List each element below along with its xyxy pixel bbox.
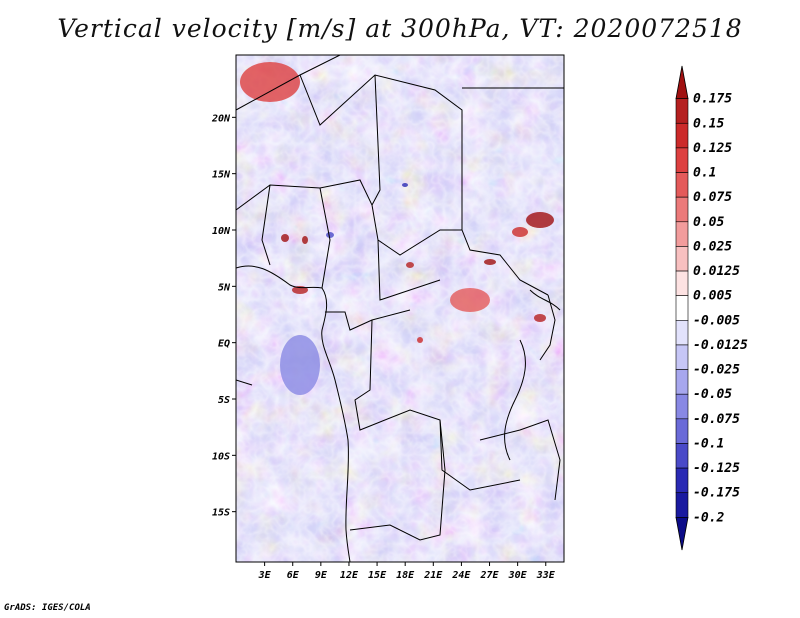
- y-tick-label: 20N: [211, 113, 231, 124]
- colorbar-swatch: [675, 122, 689, 149]
- colorbar-label: 0.0125: [693, 264, 740, 279]
- y-tick-label: 15N: [212, 170, 231, 181]
- colorbar-swatch: [675, 320, 689, 346]
- field-cell: [484, 259, 496, 265]
- colorbar-label: -0.1: [693, 436, 724, 451]
- x-tick-label: 30E: [508, 570, 528, 581]
- colorbar-label: -0.2: [693, 510, 724, 525]
- colorbar-label: 0.075: [693, 190, 732, 205]
- field-cell: [240, 62, 300, 102]
- colorbar-swatch: [675, 147, 689, 173]
- chart-title: Vertical velocity [m/s] at 300hPa, VT: 2…: [57, 14, 743, 43]
- colorbar-label: -0.05: [693, 387, 732, 402]
- field-cell: [326, 232, 334, 238]
- colorbar-label: 0.125: [693, 141, 732, 156]
- field-cell: [280, 335, 320, 395]
- y-tick-label: 10N: [212, 226, 231, 237]
- colorbar-label: -0.025: [693, 363, 740, 378]
- colorbar-swatch: [675, 467, 689, 494]
- colorbar-label: -0.0125: [693, 338, 748, 353]
- x-tick-label: 27E: [479, 570, 499, 581]
- colorbar-swatch: [675, 270, 689, 296]
- colorbar-label: 0.1: [693, 166, 716, 181]
- colorbar-swatch: [675, 98, 689, 124]
- field-cell: [281, 234, 289, 242]
- x-tick-label: 24E: [451, 570, 471, 581]
- field-cell: [512, 227, 528, 237]
- colorbar-swatch: [675, 418, 689, 444]
- colorbar-swatch: [675, 221, 689, 247]
- colorbar-swatch: [675, 516, 689, 551]
- field-cell: [534, 314, 546, 322]
- colorbar-swatch: [675, 196, 689, 223]
- field-cell: [402, 183, 408, 187]
- field-cell: [302, 236, 308, 244]
- colorbar-label: 0.005: [693, 289, 732, 304]
- colorbar-label: -0.125: [693, 461, 740, 476]
- x-axis: 3E 6E 9E 12E 15E 18E 21E 24E 27E 30E 33E: [258, 562, 556, 581]
- colorbar-swatch: [675, 492, 689, 518]
- y-tick-label: 10S: [212, 451, 230, 462]
- field-cell: [406, 262, 414, 268]
- colorbar-swatch: [675, 393, 689, 420]
- field-cell: [526, 212, 554, 228]
- colorbar: 0.175 0.15 0.125 0.1 0.075 0.05 0.025 0.0125 0.0…: [675, 65, 748, 551]
- colorbar-label: -0.175: [693, 486, 740, 501]
- colorbar-swatch: [675, 369, 689, 395]
- grads-credit: GrADS: IGES/COLA: [4, 603, 91, 613]
- x-tick-label: 18E: [396, 570, 415, 581]
- x-tick-label: 33E: [536, 570, 556, 581]
- colorbar-label: 0.05: [693, 215, 724, 230]
- colorbar-swatch: [675, 443, 689, 469]
- y-tick-label: EQ: [218, 339, 230, 350]
- map-area: [236, 55, 564, 562]
- map-frame: [235, 54, 565, 563]
- x-tick-label: 15E: [368, 570, 387, 581]
- y-tick-label: 5N: [218, 282, 231, 293]
- colorbar-swatch: [675, 65, 689, 100]
- colorbar-label: -0.005: [693, 313, 740, 328]
- colorbar-swatch: [675, 295, 689, 321]
- y-tick-label: 15S: [212, 508, 230, 519]
- y-tick-label: 5S: [218, 395, 230, 406]
- field-cell: [417, 337, 423, 343]
- colorbar-label: 0.175: [693, 92, 732, 107]
- x-tick-label: 21E: [423, 570, 443, 581]
- x-tick-label: 3E: [258, 570, 272, 581]
- colorbar-swatch: [675, 246, 689, 272]
- field-cell: [450, 288, 490, 312]
- colorbar-label: 0.025: [693, 239, 732, 254]
- y-axis: 20N 15N 10N 5N EQ 5S 10S 15S: [211, 113, 236, 519]
- x-tick-label: 12E: [340, 570, 359, 581]
- colorbar-swatch: [675, 172, 689, 198]
- x-tick-label: 6E: [287, 570, 300, 581]
- colorbar-swatch: [675, 344, 689, 370]
- colorbar-label: -0.075: [693, 412, 740, 427]
- colorbar-label: 0.15: [693, 116, 724, 131]
- x-tick-label: 9E: [315, 570, 328, 581]
